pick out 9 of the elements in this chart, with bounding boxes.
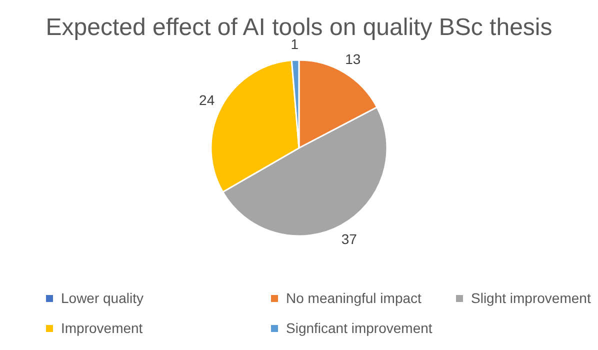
data-label: 37 <box>341 231 358 248</box>
data-label: 13 <box>345 51 361 68</box>
data-label: 1 <box>290 36 299 52</box>
legend-label: Slight improvement <box>471 290 591 306</box>
data-label: 24 <box>199 92 215 108</box>
legend-label: Lower quality <box>61 290 144 306</box>
legend-label: Improvement <box>61 320 143 336</box>
legend-label: Signficant improvement <box>286 320 432 336</box>
legend-label: No meaningful impact <box>286 290 422 306</box>
